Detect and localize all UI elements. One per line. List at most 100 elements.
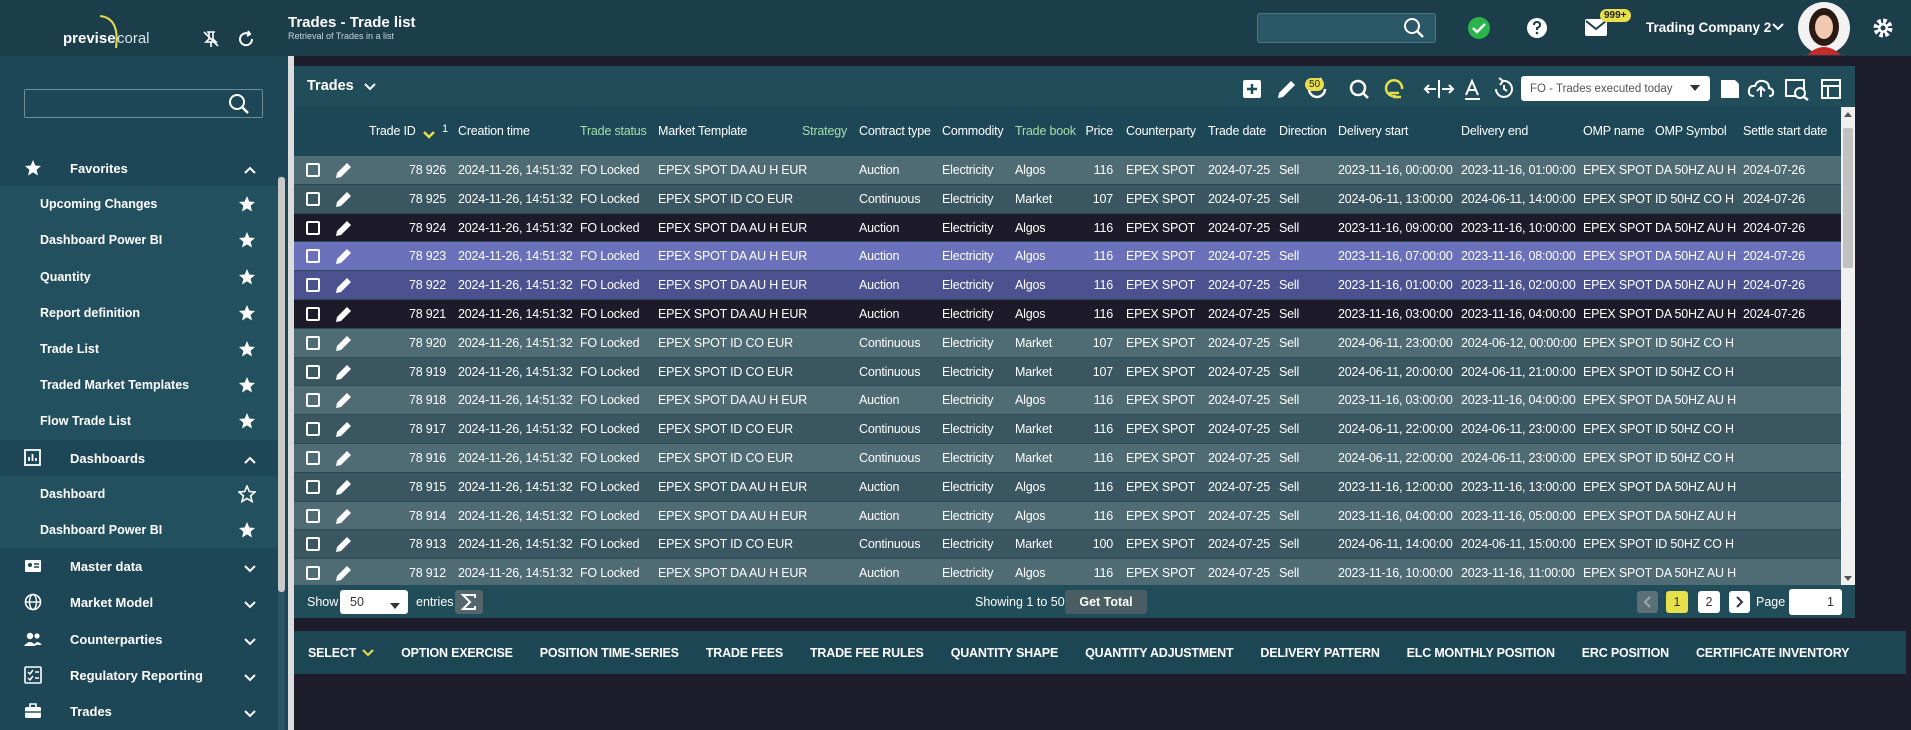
nav-section[interactable]: Trades bbox=[0, 693, 278, 729]
column-header[interactable]: Direction bbox=[1279, 124, 1327, 138]
add-icon[interactable] bbox=[1243, 80, 1261, 98]
section-chevron[interactable] bbox=[243, 561, 257, 579]
column-header[interactable]: Counterparty bbox=[1126, 124, 1196, 138]
nav-item[interactable]: Dashboard bbox=[0, 475, 278, 512]
column-header[interactable]: Trade date bbox=[1208, 124, 1266, 138]
filter-caret[interactable] bbox=[1690, 85, 1700, 92]
layout-icon[interactable] bbox=[1821, 79, 1841, 99]
table-row[interactable]: 78 917 2024-11-26, 14:51:32 FO Locked EPEX … bbox=[294, 415, 1841, 444]
row-checkbox[interactable] bbox=[306, 163, 320, 177]
table-row[interactable]: 78 925 2024-11-26, 14:51:32 FO Locked EPEX … bbox=[294, 184, 1841, 214]
tab[interactable]: CERTIFICATE INVENTORY bbox=[1696, 646, 1849, 660]
nav-section[interactable]: Favorites bbox=[0, 150, 278, 186]
row-checkbox[interactable] bbox=[306, 393, 320, 408]
tab[interactable]: ERC POSITION bbox=[1582, 646, 1669, 660]
nav-item[interactable]: Quantity bbox=[0, 258, 278, 295]
table-row[interactable]: 78 926 2024-11-26, 14:51:32 FO Locked EPEX … bbox=[294, 156, 1841, 185]
sidebar-search[interactable] bbox=[24, 89, 263, 118]
table-row[interactable]: 78 918 2024-11-26, 14:51:32 FO Locked EPEX … bbox=[294, 386, 1841, 416]
table-row[interactable]: 78 916 2024-11-26, 14:51:32 FO Locked EPEX … bbox=[294, 444, 1841, 473]
section-chevron[interactable] bbox=[243, 597, 257, 615]
row-checkbox[interactable] bbox=[306, 537, 320, 552]
page-button[interactable]: 2 bbox=[1698, 591, 1720, 613]
total-button[interactable] bbox=[455, 590, 483, 614]
text-icon[interactable] bbox=[1465, 78, 1480, 100]
tab[interactable]: TRADE FEES bbox=[706, 646, 783, 660]
row-edit[interactable] bbox=[335, 564, 353, 585]
column-header[interactable]: Settle start date bbox=[1743, 124, 1828, 138]
nav-item[interactable]: Dashboard Power BI bbox=[0, 512, 278, 549]
row-edit[interactable] bbox=[335, 478, 353, 501]
table-row[interactable]: 78 919 2024-11-26, 14:51:32 FO Locked EPEX … bbox=[294, 357, 1841, 387]
table-row[interactable]: 78 913 2024-11-26, 14:51:32 FO Locked EPEX … bbox=[294, 530, 1841, 560]
tab[interactable]: QUANTITY SHAPE bbox=[951, 646, 1059, 660]
section-chevron[interactable] bbox=[243, 453, 257, 471]
row-checkbox[interactable] bbox=[306, 220, 320, 235]
history-icon[interactable] bbox=[1495, 77, 1513, 98]
nav-item[interactable]: Upcoming Changes bbox=[0, 186, 278, 223]
row-checkbox[interactable] bbox=[306, 364, 320, 379]
preview-icon[interactable] bbox=[1785, 79, 1809, 101]
row-edit[interactable] bbox=[335, 219, 353, 242]
column-header[interactable]: OMP name bbox=[1583, 124, 1645, 138]
favorite-star[interactable] bbox=[238, 340, 256, 363]
row-edit[interactable] bbox=[335, 247, 353, 270]
favorite-star[interactable] bbox=[238, 521, 256, 544]
nav-item[interactable]: Traded Market Templates bbox=[0, 367, 278, 404]
row-edit[interactable] bbox=[335, 363, 353, 386]
nav-item[interactable]: Flow Trade List bbox=[0, 403, 278, 440]
row-edit[interactable] bbox=[335, 535, 353, 558]
row-edit[interactable] bbox=[335, 391, 353, 414]
section-chevron[interactable] bbox=[243, 706, 257, 724]
column-header[interactable]: OMP Symbol bbox=[1655, 124, 1727, 138]
favorite-star[interactable] bbox=[238, 376, 256, 399]
row-checkbox[interactable] bbox=[306, 451, 320, 465]
section-chevron[interactable] bbox=[243, 634, 257, 652]
nav-section[interactable]: Market Model bbox=[0, 584, 278, 620]
tab[interactable]: SELECT bbox=[308, 646, 374, 660]
mail-icon[interactable] bbox=[1585, 19, 1607, 36]
tab[interactable]: POSITION TIME-SERIES bbox=[540, 646, 679, 660]
table-row[interactable]: 78 924 2024-11-26, 14:51:32 FO Locked EPEX … bbox=[294, 213, 1841, 243]
nav-section[interactable]: Dashboards bbox=[0, 440, 278, 476]
avatar[interactable] bbox=[1797, 1, 1851, 55]
page-button[interactable]: 1 bbox=[1666, 591, 1688, 613]
tab[interactable]: ELC MONTHLY POSITION bbox=[1407, 646, 1555, 660]
tab[interactable]: OPTION EXERCISE bbox=[401, 646, 513, 660]
status-icon[interactable] bbox=[1467, 16, 1491, 40]
favorite-star[interactable] bbox=[237, 483, 257, 508]
tab[interactable]: QUANTITY ADJUSTMENT bbox=[1085, 646, 1233, 660]
column-header[interactable]: Trade ID bbox=[369, 124, 416, 138]
table-row[interactable]: 78 923 2024-11-26, 14:51:32 FO Locked EPEX … bbox=[294, 242, 1841, 272]
save-icon[interactable] bbox=[1721, 80, 1739, 98]
column-header[interactable]: Price bbox=[1085, 124, 1114, 138]
search-icon[interactable] bbox=[1349, 79, 1369, 99]
row-edit[interactable] bbox=[335, 161, 353, 184]
page-size-select[interactable]: 50 bbox=[340, 590, 408, 614]
nav-section[interactable]: Counterparties bbox=[0, 621, 278, 657]
nav-item[interactable]: Report definition bbox=[0, 294, 278, 331]
section-chevron[interactable] bbox=[243, 670, 257, 688]
prev-page[interactable] bbox=[1637, 591, 1658, 613]
column-header[interactable]: Delivery start bbox=[1338, 124, 1409, 138]
favorite-star[interactable] bbox=[238, 268, 256, 291]
help-icon[interactable] bbox=[1526, 17, 1548, 39]
next-page[interactable] bbox=[1729, 591, 1750, 613]
favorite-star[interactable] bbox=[238, 412, 256, 435]
page-size-caret[interactable] bbox=[390, 599, 400, 613]
edit-icon[interactable] bbox=[1278, 81, 1295, 98]
get-total-button[interactable]: Get Total bbox=[1065, 590, 1147, 614]
table-row[interactable]: 78 920 2024-11-26, 14:51:32 FO Locked EPEX … bbox=[294, 328, 1841, 358]
pin-icon[interactable] bbox=[202, 30, 220, 48]
table-scroll-thumb[interactable] bbox=[1843, 128, 1853, 268]
column-header[interactable]: Creation time bbox=[458, 124, 530, 138]
favorite-star[interactable] bbox=[238, 231, 256, 254]
nav-section[interactable]: Regulatory Reporting bbox=[0, 657, 278, 693]
column-header[interactable]: Contract type bbox=[859, 124, 931, 138]
section-chevron[interactable] bbox=[243, 163, 257, 181]
scroll-arrows[interactable] bbox=[1843, 110, 1853, 584]
row-edit[interactable] bbox=[335, 276, 353, 299]
row-checkbox[interactable] bbox=[306, 249, 320, 264]
company-chevron[interactable] bbox=[1771, 22, 1785, 32]
sort-icon[interactable] bbox=[422, 127, 436, 145]
